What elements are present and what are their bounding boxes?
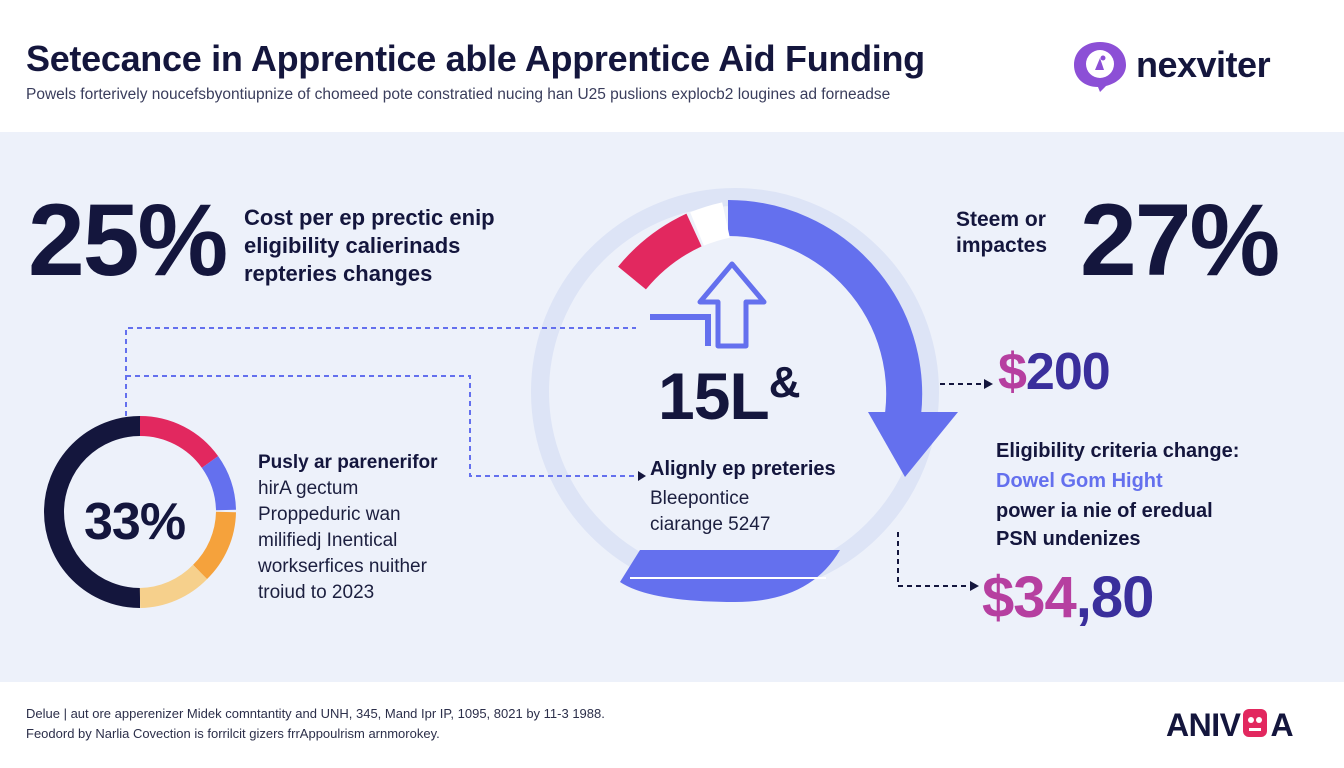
eligibility-line-2: PSN undenizes <box>996 528 1141 550</box>
donut-value: 33% <box>84 493 186 551</box>
center-bottom-bar <box>620 550 840 602</box>
eligibility-line-1: power ia nie of eredual <box>996 500 1213 522</box>
arc-arrowhead <box>868 412 958 477</box>
center-line-2: ciarange 5247 <box>650 514 771 535</box>
left-stat-line-1: Cost per ep prectic enip <box>244 205 495 230</box>
page-subtitle: Powels forterively noucefsbyontiupnize o… <box>26 86 891 103</box>
page-title: Setecance in Apprentice able Apprentice … <box>26 38 925 79</box>
center-value: 15L& <box>658 358 801 434</box>
left-stat-line-3: repteries changes <box>244 261 433 286</box>
arc-pink-segment <box>618 213 702 290</box>
footer-credit-line: Feodord by Narlia Covection is forrilcit… <box>26 726 440 741</box>
eligibility-heading: Eligibility criteria change: <box>996 440 1240 462</box>
right-stat-value: 27% <box>1080 183 1280 297</box>
up-arrow-icon <box>697 261 767 349</box>
connector-mid <box>126 375 640 477</box>
connector-layer <box>44 188 993 608</box>
left-stat-value: 25% <box>28 183 228 297</box>
header: Setecance in Apprentice able Apprentice … <box>0 0 1344 132</box>
connector-top <box>125 327 636 416</box>
amount-bottom-symbol: $34 <box>982 565 1077 630</box>
right-stat-line-1: Steem or <box>956 208 1046 231</box>
center-value-glyph: & <box>768 358 801 407</box>
donut-line-3: milifiedj Inentical <box>258 530 398 551</box>
donut-navy-segment <box>44 416 141 608</box>
donut-title: Pusly ar parenerifor <box>258 452 438 473</box>
donut-pink-segment <box>139 416 219 469</box>
amount-top-symbol: $ <box>998 343 1027 401</box>
infographic-panel: 25% Cost per ep prectic enip eligibility… <box>0 132 1344 682</box>
amount-top: $200 <box>998 342 1111 402</box>
donut-peach-segment <box>139 564 208 608</box>
donut-blue-segment <box>201 456 236 511</box>
center-blue-arc <box>727 200 923 436</box>
donut-line-2: Proppeduric wan <box>258 504 401 525</box>
arrow-bend <box>650 314 711 346</box>
eligibility-highlight: Dowel Gom Hight <box>996 470 1163 492</box>
brand-name: nexviter <box>1136 44 1271 85</box>
chat-bubble-icon <box>1074 42 1126 92</box>
amount-bottom-digits: ,80 <box>1075 565 1155 630</box>
donut-line-5: troiud to 2023 <box>258 582 375 603</box>
footer-logo[interactable]: ANIV A <box>1166 706 1294 744</box>
footer-source-line: Delue | aut ore apperenizer Midek comnta… <box>26 706 605 721</box>
footer: Delue | aut ore apperenizer Midek comnta… <box>0 682 1344 768</box>
right-stat-line-2: impactes <box>956 234 1048 257</box>
amount-bottom: $34,80 <box>982 564 1155 631</box>
footer-logo-right: A <box>1270 707 1294 743</box>
center-label: Alignly ep preteries <box>650 458 836 480</box>
mascot-icon <box>1243 709 1268 737</box>
donut-chart <box>44 416 236 608</box>
arc-white-segment <box>690 202 731 246</box>
donut-line-4: workserfices nuither <box>258 556 427 577</box>
brand-logo[interactable]: nexviter <box>1070 38 1320 94</box>
center-line-1: Bleepontice <box>650 488 750 509</box>
left-stat-line-2: eligibility calierinads <box>244 233 461 258</box>
connector-right-bottom <box>897 532 972 587</box>
center-value-number: 15L <box>658 359 770 433</box>
donut-orange-segment <box>192 511 236 580</box>
donut-line-1: hirA gectum <box>258 478 359 499</box>
amount-top-digits: 200 <box>1025 343 1111 401</box>
footer-logo-left: ANIV <box>1166 707 1241 743</box>
